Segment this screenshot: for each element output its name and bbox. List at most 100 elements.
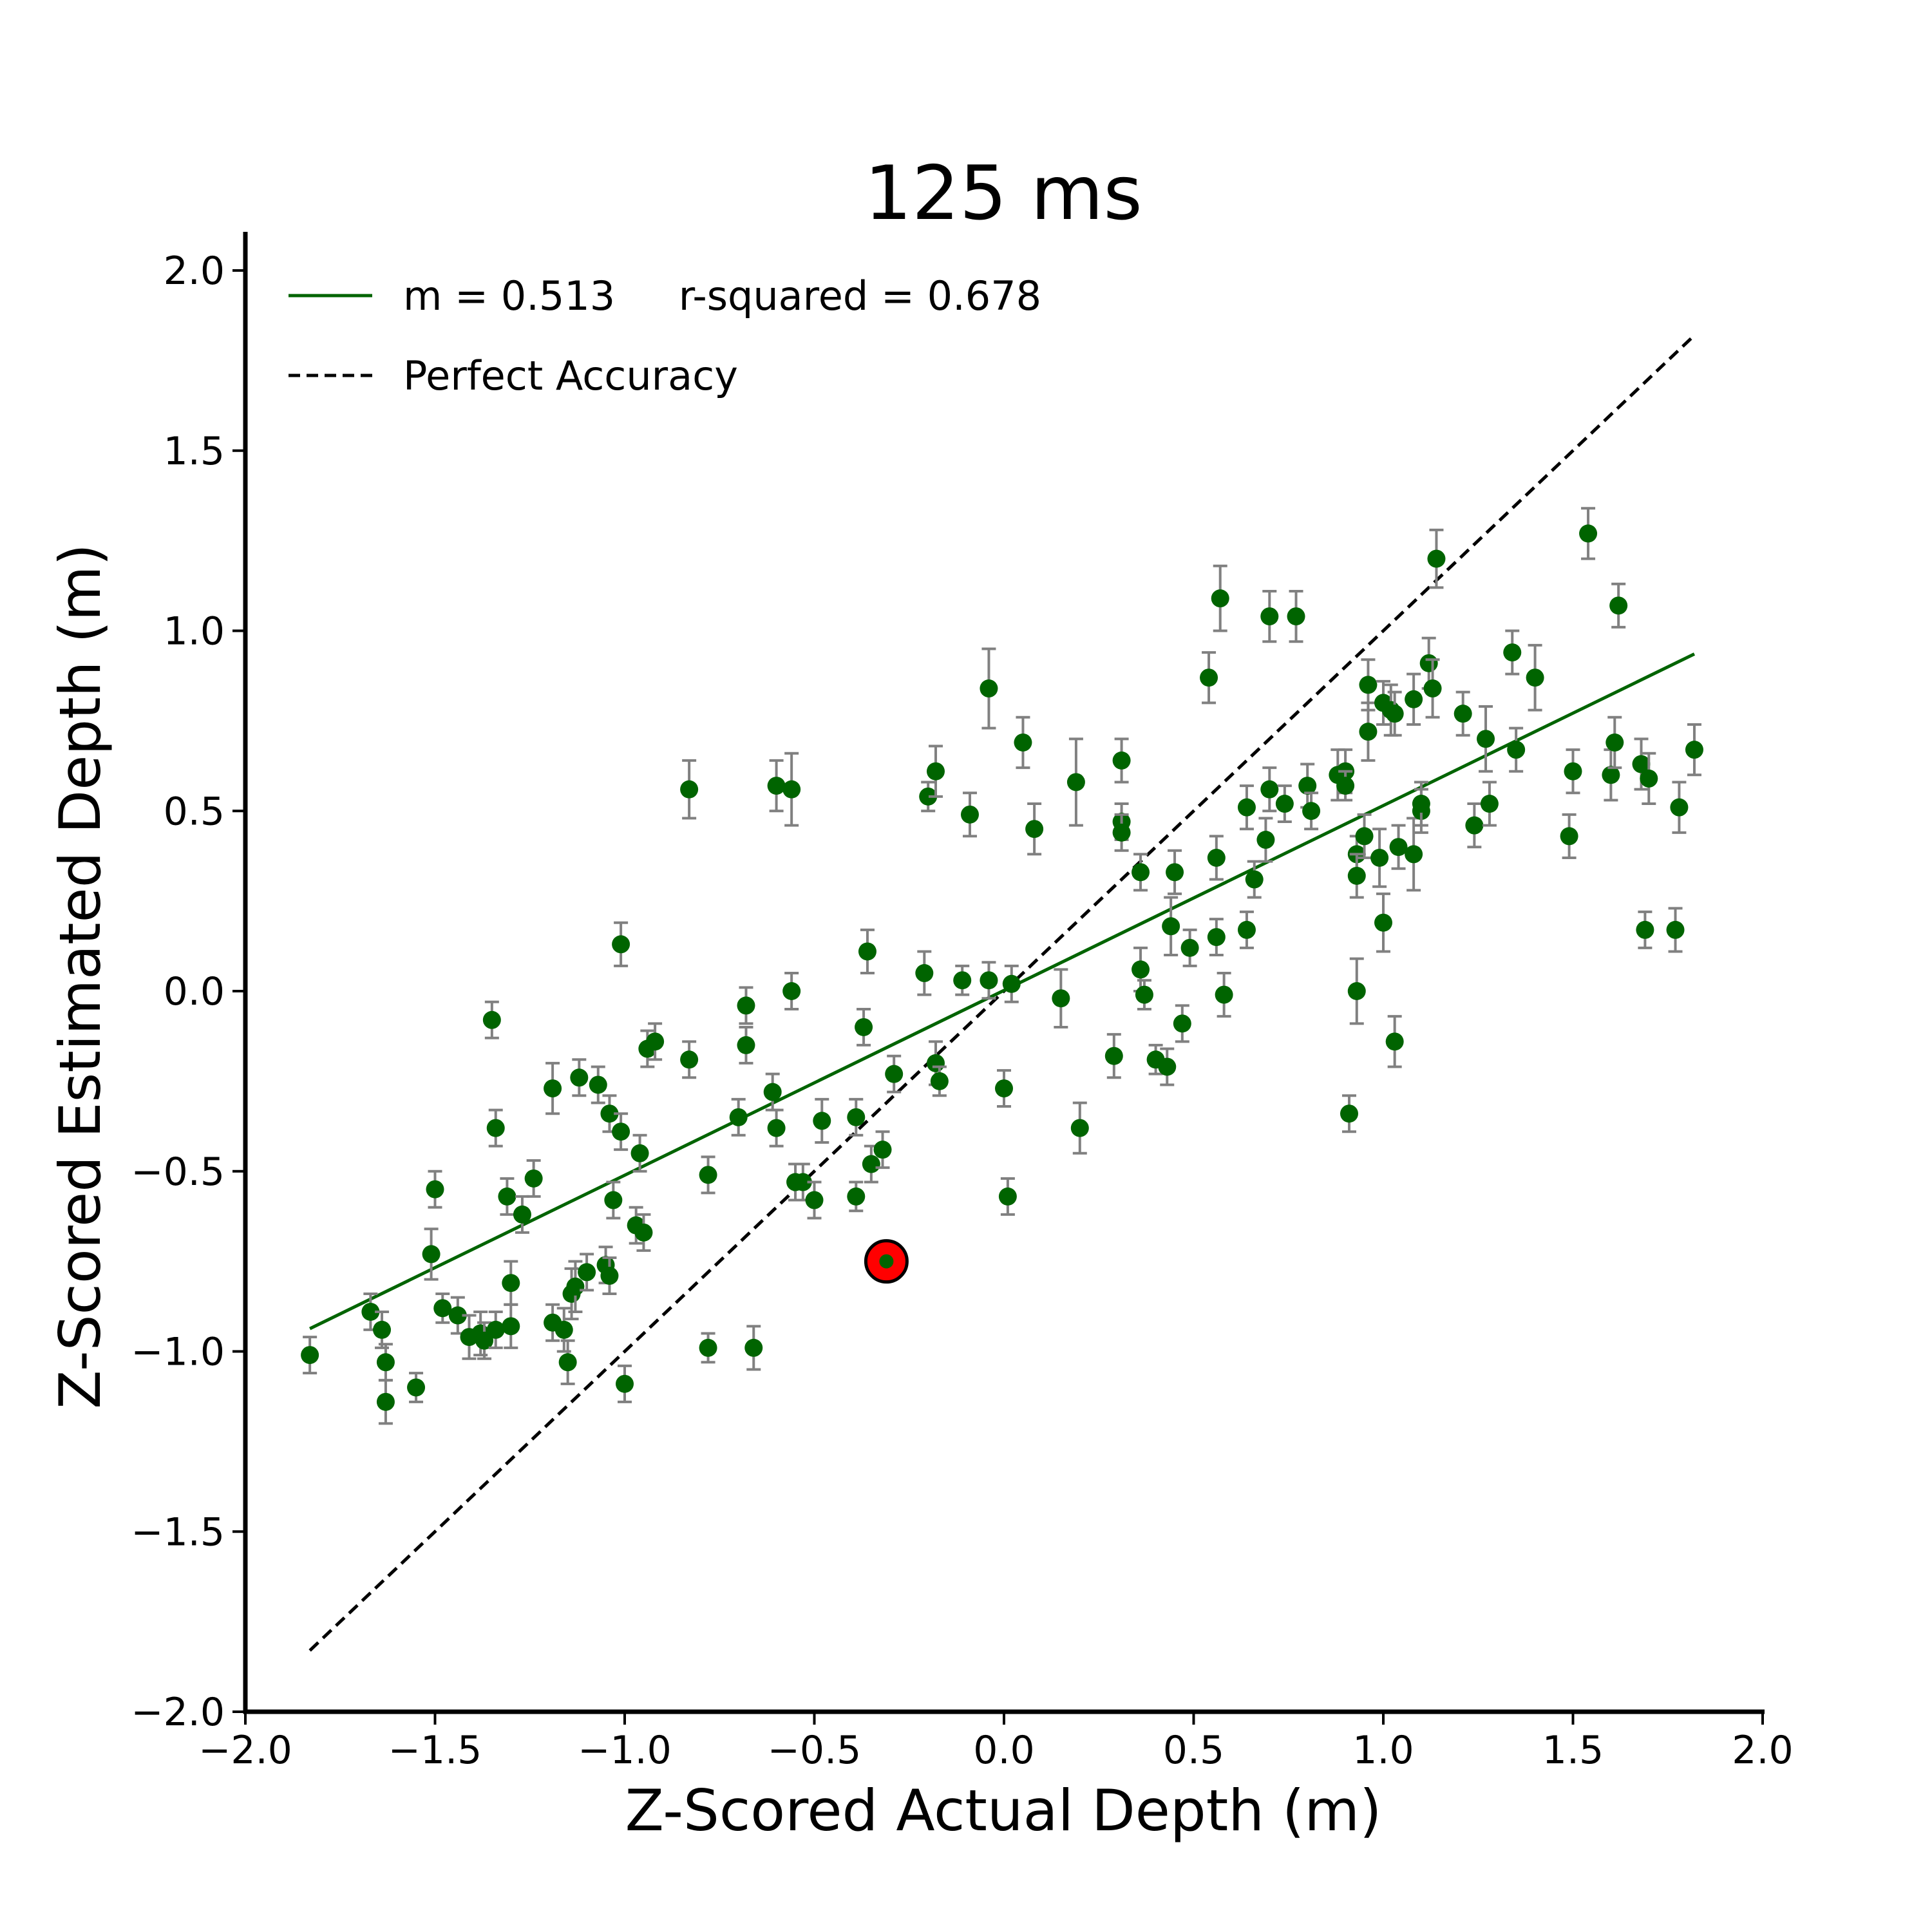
point-marker xyxy=(1507,741,1526,759)
data-point xyxy=(1405,817,1423,892)
data-point xyxy=(604,1180,623,1220)
data-point xyxy=(1666,907,1685,953)
point-marker xyxy=(1211,589,1229,608)
x-tick-label: 1.0 xyxy=(1352,1728,1414,1773)
point-marker xyxy=(570,1068,589,1087)
data-point xyxy=(885,1054,904,1094)
point-marker xyxy=(847,1187,866,1206)
point-marker xyxy=(699,1166,717,1184)
point-marker xyxy=(361,1302,380,1321)
point-marker xyxy=(885,1065,904,1083)
data-point xyxy=(1207,918,1226,957)
point-marker xyxy=(1423,679,1442,698)
data-point xyxy=(1336,770,1355,802)
point-marker xyxy=(502,1274,520,1293)
data-point xyxy=(1685,723,1703,777)
point-marker xyxy=(926,1054,945,1072)
legend: m = 0.513 r-squared = 0.678 Perfect Accu… xyxy=(289,272,1041,399)
point-marker xyxy=(1207,928,1226,947)
point-marker xyxy=(1256,831,1275,849)
data-point xyxy=(847,1097,866,1137)
data-point xyxy=(612,921,630,967)
point-marker xyxy=(1162,917,1180,936)
data-point xyxy=(513,1195,531,1234)
point-marker xyxy=(855,1018,873,1036)
data-point xyxy=(1237,784,1256,831)
data-point xyxy=(554,1307,573,1353)
point-marker xyxy=(1564,762,1582,781)
data-point xyxy=(980,647,998,730)
point-marker xyxy=(1135,985,1153,1004)
data-point xyxy=(301,1336,319,1375)
data-point xyxy=(744,1325,763,1371)
point-marker xyxy=(554,1320,573,1339)
data-point xyxy=(953,964,972,996)
point-marker xyxy=(1014,733,1032,752)
point-marker xyxy=(1207,848,1226,867)
point-marker xyxy=(634,1223,653,1242)
data-point xyxy=(407,1372,426,1403)
data-point xyxy=(1260,766,1279,813)
point-marker xyxy=(612,935,630,954)
data-point xyxy=(1636,910,1654,949)
data-point xyxy=(578,1253,596,1292)
data-point xyxy=(558,1339,577,1385)
point-marker xyxy=(1340,1104,1358,1123)
point-marker xyxy=(805,1191,824,1209)
data-point xyxy=(1158,1047,1177,1086)
point-marker xyxy=(1298,777,1317,795)
data-point xyxy=(502,1260,520,1306)
data-point xyxy=(1298,762,1317,809)
data-point xyxy=(1347,957,1366,1025)
point-marker xyxy=(1370,848,1389,867)
data-point xyxy=(475,1321,494,1360)
data-point xyxy=(1385,690,1404,737)
point-marker xyxy=(1412,795,1430,813)
data-point xyxy=(600,1256,619,1295)
data-point xyxy=(1340,1094,1358,1133)
data-point xyxy=(1211,564,1229,632)
data-point xyxy=(570,1058,589,1097)
point-marker xyxy=(1385,705,1404,723)
point-marker xyxy=(930,1072,949,1090)
point-marker xyxy=(858,942,876,961)
point-marker xyxy=(1632,755,1651,773)
data-point xyxy=(486,1310,505,1349)
data-point xyxy=(680,1040,699,1079)
point-marker xyxy=(744,1338,763,1357)
point-marker xyxy=(1477,730,1495,748)
data-point xyxy=(1302,791,1321,831)
point-marker xyxy=(1579,524,1598,543)
point-marker xyxy=(1526,668,1544,687)
point-marker xyxy=(513,1205,531,1224)
point-marker xyxy=(1602,766,1620,784)
data-point xyxy=(998,1177,1017,1216)
point-marker xyxy=(498,1187,516,1206)
point-marker xyxy=(1132,960,1150,979)
point-marker xyxy=(680,1050,699,1069)
point-marker xyxy=(1359,723,1378,741)
data-point xyxy=(782,972,801,1010)
data-point xyxy=(1275,784,1294,824)
point-marker xyxy=(919,787,938,806)
data-point xyxy=(1670,781,1689,834)
data-point xyxy=(524,1159,543,1198)
point-marker xyxy=(486,1119,505,1137)
point-marker xyxy=(376,1353,395,1372)
data-point xyxy=(1207,835,1226,881)
x-tick-label: 2.0 xyxy=(1732,1728,1793,1773)
point-marker xyxy=(616,1374,634,1393)
data-point xyxy=(646,1022,665,1061)
data-point xyxy=(767,759,786,813)
point-marker xyxy=(960,805,979,824)
point-marker xyxy=(980,971,998,990)
x-tick-label: −2.0 xyxy=(198,1728,292,1773)
point-marker xyxy=(1666,920,1685,939)
point-marker xyxy=(589,1075,607,1094)
data-point xyxy=(1070,1101,1089,1155)
data-point xyxy=(960,791,979,838)
data-point xyxy=(1014,715,1032,770)
y-tick-label: 1.0 xyxy=(164,609,225,654)
point-marker xyxy=(1025,820,1044,838)
